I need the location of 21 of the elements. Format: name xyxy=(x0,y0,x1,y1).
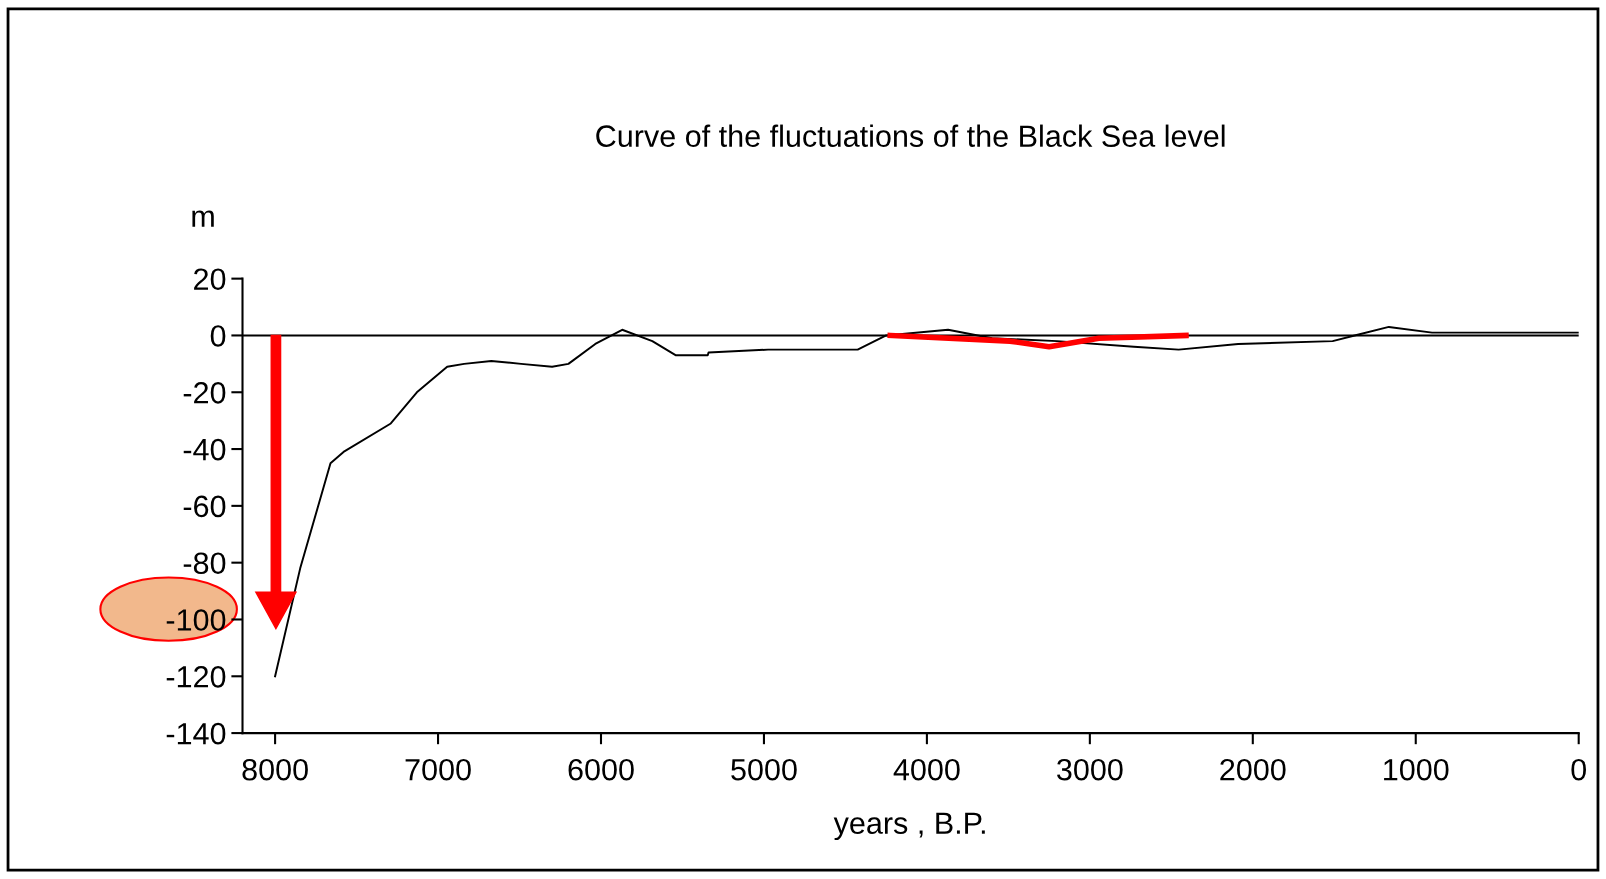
y-tick-label: -120 xyxy=(166,666,226,688)
y-tick-label: -40 xyxy=(183,438,226,461)
x-tick-label: 7000 xyxy=(405,758,471,781)
x-tick-label: 5000 xyxy=(731,758,797,781)
y-tick-label: 0 xyxy=(210,325,226,347)
x-tick-label: 4000 xyxy=(893,758,960,781)
x-tick-label: 8000 xyxy=(242,758,308,781)
y-tick-label: -80 xyxy=(183,552,226,575)
x-tick-label: 0 xyxy=(1571,758,1586,781)
x-tick-label: 1000 xyxy=(1384,758,1449,781)
y-tick-label: -20 xyxy=(183,381,226,404)
x-tick-label: 2000 xyxy=(1220,758,1286,781)
x-tick-label: 6000 xyxy=(568,758,634,781)
y-tick-label: 20 xyxy=(194,268,226,291)
y-axis-title: m xyxy=(192,210,214,227)
x-axis-title: years , B.P. xyxy=(833,812,985,841)
x-tick-label: 3000 xyxy=(1057,758,1123,781)
y-tick-label: -60 xyxy=(183,495,226,518)
y-tick-label: -100 xyxy=(166,609,226,631)
chart-title: Curve of the fluctuations of the Black Sea level xyxy=(596,124,1225,147)
y-tick-label: -140 xyxy=(166,722,226,745)
